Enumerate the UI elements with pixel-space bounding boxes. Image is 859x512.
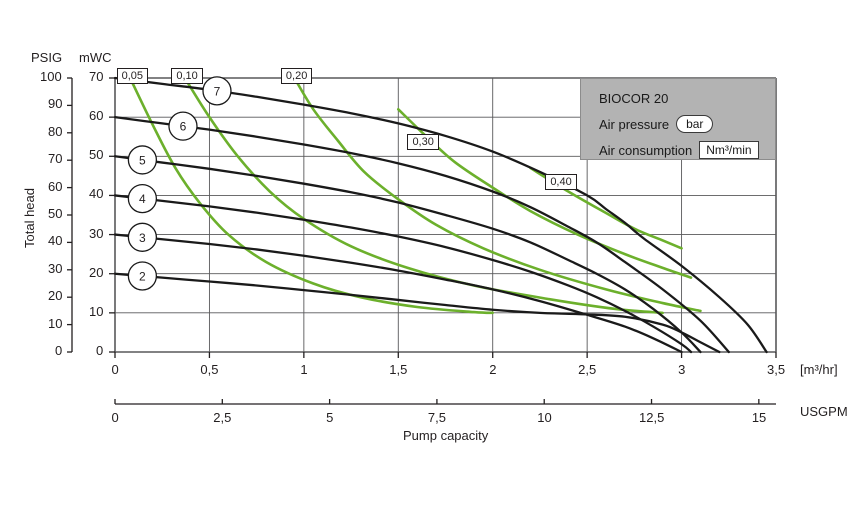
legend-consumption-label: Air consumption — [599, 142, 693, 158]
pressure-marker-label-2: 2 — [139, 269, 146, 283]
consumption-label-0-30: 0,30 — [407, 134, 439, 151]
usgpm-tick-0: 0 — [111, 410, 119, 425]
legend-box: BIOCOR 20 Air pressure bar Air consumpti… — [580, 78, 776, 160]
pressure-marker-6 — [168, 111, 198, 141]
mwc-tick-10: 10 — [89, 303, 104, 319]
consumption-curve-0-05 — [128, 76, 495, 315]
mwc-tick-60: 60 — [89, 108, 104, 124]
pressure-marker-5 — [127, 145, 158, 175]
legend-consumption-unit: Nm³/min — [699, 141, 759, 159]
x-primary-unit: [m³/hr] — [800, 362, 838, 377]
pressure-marker-label-7: 7 — [214, 84, 221, 98]
legend-pressure-row: Air pressure bar — [599, 115, 714, 133]
m3hr-tick-0: 0 — [111, 362, 119, 377]
usgpm-tick-7-5: 7,5 — [427, 410, 446, 425]
mwc-tick-30: 30 — [89, 225, 104, 241]
psig-tick-90: 90 — [48, 96, 63, 112]
legend-title: BIOCOR 20 — [599, 91, 669, 106]
usgpm-tick-12-5: 12,5 — [639, 410, 665, 425]
mwc-axis-title: mWC — [79, 50, 112, 65]
m3hr-tick-3: 3 — [678, 362, 686, 377]
psig-tick-40: 40 — [48, 233, 63, 249]
x-axis-label: Pump capacity — [403, 428, 489, 443]
legend-pressure-label: Air pressure — [599, 116, 670, 132]
psig-tick-10: 10 — [48, 315, 63, 331]
m3hr-tick-1: 1 — [300, 362, 308, 377]
pressure-curve-7 — [113, 76, 768, 354]
pressure-marker-7 — [202, 76, 232, 106]
pressure-marker-2 — [127, 261, 158, 291]
psig-tick-60: 60 — [48, 178, 63, 194]
mwc-tick-40: 40 — [89, 186, 104, 202]
pressure-curve-2 — [113, 272, 721, 354]
pressure-marker-label-3: 3 — [139, 231, 146, 245]
pressure-curve-6 — [113, 115, 730, 354]
consumption-label-0-20: 0,20 — [280, 68, 313, 85]
legend-pressure-unit: bar — [676, 115, 714, 133]
mwc-tick-0: 0 — [96, 343, 104, 358]
pressure-marker-label-4: 4 — [139, 192, 146, 206]
pressure-marker-label-5: 5 — [139, 153, 146, 167]
pressure-marker-4 — [127, 183, 158, 214]
mwc-tick-50: 50 — [89, 147, 104, 163]
psig-tick-50: 50 — [48, 206, 63, 221]
psig-axis-title: PSIG — [31, 50, 63, 65]
m3hr-tick-2: 2 — [489, 362, 497, 377]
consumption-curve-0-20 — [293, 76, 702, 313]
m3hr-tick-1-5: 1,5 — [389, 362, 408, 377]
usgpm-tick-5: 5 — [326, 410, 334, 425]
pressure-marker-label-6: 6 — [180, 120, 187, 134]
consumption-label-0-10: 0,10 — [171, 68, 203, 85]
pressure-curve-3 — [113, 233, 683, 354]
psig-tick-70: 70 — [48, 151, 63, 167]
usgpm-tick-2-5: 2,5 — [213, 410, 232, 425]
x-secondary-unit: USGPM — [800, 404, 848, 419]
legend-consumption-row: Air consumption Nm³/min — [599, 141, 759, 159]
consumption-curve-0-10 — [183, 76, 664, 315]
usgpm-tick-15: 15 — [751, 410, 767, 425]
consumption-label-0-05: 0,05 — [116, 68, 149, 85]
consumption-label-0-40: 0,40 — [545, 174, 577, 191]
psig-tick-20: 20 — [48, 288, 63, 304]
pressure-curve-5 — [113, 155, 702, 354]
psig-tick-30: 30 — [48, 260, 63, 276]
mwc-tick-70: 70 — [89, 69, 104, 84]
mwc-tick-20: 20 — [89, 264, 104, 280]
m3hr-tick-0-5: 0,5 — [200, 362, 219, 377]
pressure-marker-3 — [127, 222, 158, 252]
m3hr-tick-2-5: 2,5 — [578, 362, 597, 377]
psig-tick-80: 80 — [48, 123, 63, 139]
psig-tick-100: 100 — [40, 69, 62, 84]
usgpm-tick-10: 10 — [537, 410, 552, 425]
m3hr-tick-3-5: 3,5 — [767, 362, 786, 377]
psig-tick-0: 0 — [55, 343, 63, 358]
